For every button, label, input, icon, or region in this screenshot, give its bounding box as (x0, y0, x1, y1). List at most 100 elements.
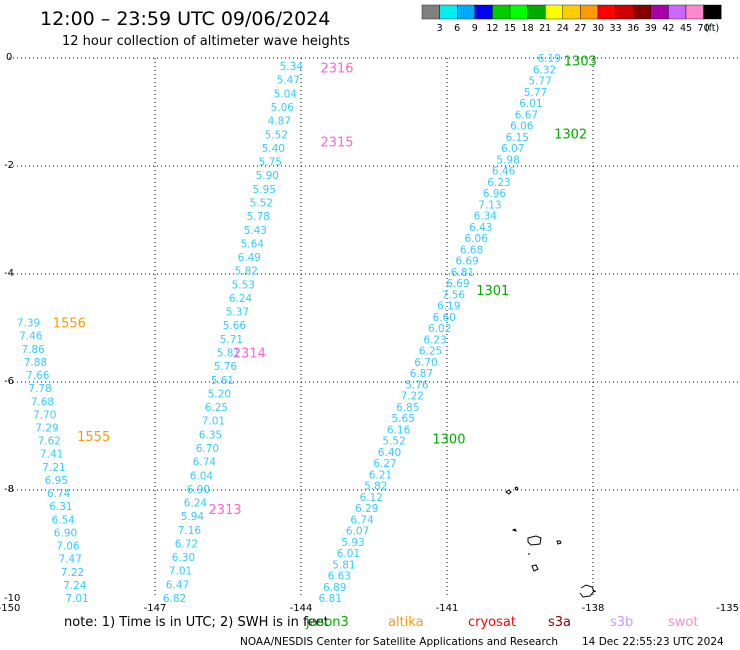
wave-height-value: 7.78 (28, 383, 51, 395)
wave-height-value: 6.25 (205, 402, 228, 414)
wave-height-value: 6.12 (360, 492, 383, 504)
legend-swatch (703, 4, 722, 20)
mission-name: jason3 (305, 615, 349, 630)
wave-height-value: 6.27 (373, 458, 396, 470)
wave-height-value: 6.01 (519, 98, 542, 110)
lat-tick-label: -2 (4, 160, 14, 171)
wave-height-value: 5.65 (392, 413, 415, 425)
legend-label: 24 (557, 23, 569, 34)
wave-height-value: 6.06 (510, 121, 534, 133)
island-outlines (505, 486, 597, 598)
wave-height-value: 5.71 (220, 334, 243, 346)
legend-label: 39 (645, 23, 657, 34)
mission-name: swot (668, 615, 698, 630)
legend-swatch (421, 4, 440, 20)
wave-height-value: 6.07 (501, 143, 524, 155)
wave-height-tracks: 5.345.475.045.064.875.525.405.755.905.95… (17, 53, 561, 605)
wave-height-value: 6.34 (474, 211, 498, 223)
wave-height-value: 5.82 (235, 266, 258, 278)
wave-height-value: 5.52 (382, 436, 405, 448)
wave-height-value: 6.72 (175, 538, 198, 550)
legend-swatch (685, 4, 704, 20)
island-outline (531, 564, 539, 572)
wave-height-value: 6.21 (369, 469, 392, 481)
wave-height-value: 5.52 (250, 198, 273, 210)
footer-agency: NOAA/NESDIS Center for Satellite Applica… (240, 636, 558, 648)
legend-swatch (527, 4, 546, 20)
legend-label: 12 (486, 23, 498, 34)
wave-height-value: 5.98 (496, 154, 519, 166)
wave-height-value: 7.56 (442, 289, 466, 301)
wave-height-value: 5.94 (181, 511, 205, 523)
wave-height-value: 6.43 (469, 222, 492, 234)
wave-height-value: 6.06 (465, 233, 489, 245)
wave-height-value: 6.40 (378, 447, 401, 459)
pass-id-label: 1300 (432, 433, 465, 448)
wave-height-value: 5.43 (244, 225, 267, 237)
lat-tick-label: -10 (4, 593, 20, 604)
wave-height-value: 5.34 (280, 61, 304, 73)
legend-label: 33 (610, 23, 622, 34)
wave-height-value: 6.63 (328, 571, 351, 583)
wave-height-value: 6.74 (350, 514, 374, 526)
legend-swatch (650, 4, 669, 20)
wave-height-value: 5.82 (364, 481, 387, 493)
wave-height-value: 6.82 (163, 593, 186, 605)
lat-tick-label: -6 (4, 376, 14, 387)
legend-label: 15 (504, 23, 516, 34)
lat-tick-label: -4 (4, 268, 14, 279)
wave-height-value: 6.81 (319, 593, 342, 605)
wave-height-value: 6.30 (172, 552, 195, 564)
lat-tick-label: 0 (6, 52, 12, 63)
legend-label: 27 (574, 23, 586, 34)
pass-id-label: 1303 (564, 55, 597, 70)
map-title: 12:00 – 23:59 UTC 09/06/2024 (40, 8, 330, 30)
footer-timestamp: 14 Dec 22:55:23 UTC 2024 (582, 636, 724, 648)
pass-id-label: 2315 (320, 136, 353, 151)
wave-height-value: 5.78 (247, 211, 270, 223)
wave-height-value: 6.68 (460, 244, 483, 256)
wave-height-value: 6.16 (387, 424, 411, 436)
wave-height-value: 6.87 (410, 368, 433, 380)
legend-swatch (633, 4, 652, 20)
wave-height-value: 6.96 (483, 188, 507, 200)
wave-height-value: 7.70 (33, 409, 56, 421)
wave-height-value: 5.95 (253, 184, 276, 196)
island-outline (579, 584, 597, 598)
wave-height-value: 6.70 (196, 443, 219, 455)
legend-swatch (668, 4, 687, 20)
legend-label: 3 (437, 23, 443, 34)
wave-height-value: 5.75 (259, 157, 282, 169)
wave-height-value: 7.13 (478, 199, 501, 211)
mission-name: s3b (610, 615, 633, 630)
wave-height-value: 7.21 (42, 462, 65, 474)
wave-height-value: 7.86 (21, 344, 45, 356)
wave-height-value: 6.19 (437, 301, 460, 313)
wave-height-value: 6.15 (506, 132, 529, 144)
wave-height-value: 6.70 (414, 357, 437, 369)
wave-height-value: 7.47 (59, 554, 82, 566)
wave-height-value: 6.07 (346, 526, 369, 538)
wave-height-value: 5.93 (341, 537, 364, 549)
track-1556: 7.397.467.867.887.667.787.687.70 7.297.62… (17, 318, 89, 605)
wave-height-value: 7.29 (35, 423, 58, 435)
wave-height-value: 6.24 (229, 293, 253, 305)
legend-swatch (580, 4, 599, 20)
wave-height-value: 6.67 (515, 109, 538, 121)
wave-height-value: 6.24 (184, 498, 208, 510)
wave-height-value: 6.69 (455, 256, 478, 268)
note-text: note: 1) Time is in UTC; 2) SWH is in fe… (64, 615, 329, 630)
legend-unit: (ft) (705, 23, 719, 34)
wave-height-value: 6.49 (238, 252, 261, 264)
wave-height-value: 7.16 (178, 525, 202, 537)
wave-height-value: 6.23 (487, 177, 510, 189)
wave-height-value: 4.87 (268, 116, 291, 128)
legend-label: 70 (698, 23, 710, 34)
wave-height-value: 7.41 (40, 449, 63, 461)
wave-height-value: 7.24 (63, 580, 87, 592)
legend-swatch (597, 4, 616, 20)
legend-label: 6 (454, 23, 460, 34)
wave-height-value: 7.01 (202, 416, 225, 428)
wave-height-value: 6.02 (428, 323, 451, 335)
